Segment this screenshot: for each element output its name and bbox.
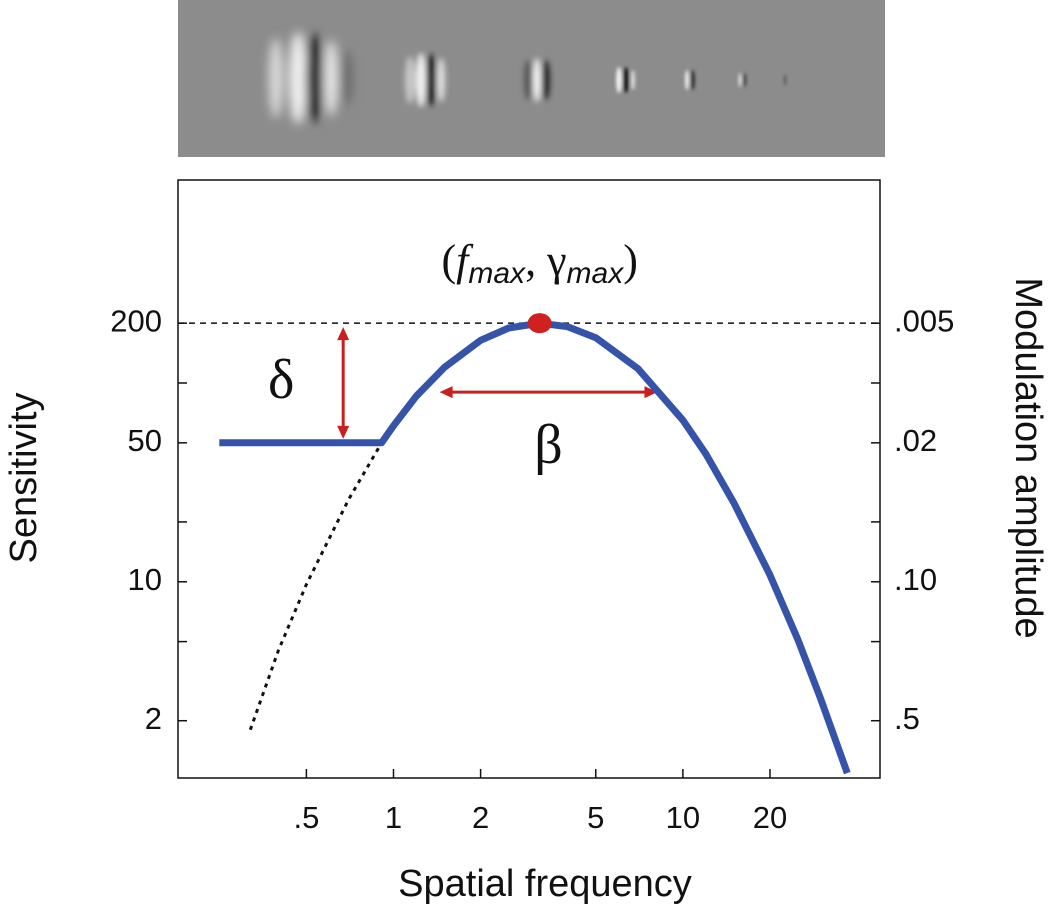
y-tick-label: 200 — [110, 303, 162, 338]
y2-tick-label: .5 — [894, 701, 920, 736]
arrow-head — [439, 386, 453, 399]
y2-tick-label: .02 — [894, 423, 937, 458]
y2-tick-label: .10 — [894, 562, 937, 597]
y-axis-label: Sensitivity — [3, 392, 45, 563]
series-line — [219, 319, 851, 775]
arrow-head — [337, 425, 350, 439]
peak-label: (fmax, γmax) — [441, 236, 637, 290]
arrow-head — [337, 327, 350, 341]
gabor-strip — [178, 0, 885, 157]
peak-label-part: , — [525, 236, 547, 285]
x-axis-label: Spatial frequency — [398, 863, 692, 905]
peak-label-part: max — [567, 257, 625, 290]
beta-label: β — [534, 414, 563, 476]
x-tick-label: 5 — [587, 800, 604, 835]
x-tick-label: 2 — [472, 800, 489, 835]
arrow-head — [644, 386, 658, 399]
peak-label-part: γ — [546, 236, 566, 285]
x-tick-label: 10 — [666, 800, 700, 835]
peak-label-part: ( — [441, 236, 456, 285]
y2-tick-label: .005 — [894, 303, 954, 338]
x-tick-label: 20 — [753, 800, 787, 835]
x-tick-label: .5 — [293, 800, 319, 835]
y-tick-label: 10 — [128, 562, 162, 597]
y-tick-label: 2 — [145, 701, 162, 736]
peak-label-part: max — [468, 257, 526, 290]
y2-axis-label: Modulation amplitude — [1007, 277, 1049, 638]
y-tick-label: 50 — [128, 423, 162, 458]
x-tick-label: 1 — [385, 800, 402, 835]
plot-frame — [177, 179, 881, 779]
peak-point — [527, 313, 552, 334]
delta-label: δ — [268, 349, 294, 411]
series-line — [248, 442, 383, 731]
peak-label-part: ) — [623, 236, 638, 285]
